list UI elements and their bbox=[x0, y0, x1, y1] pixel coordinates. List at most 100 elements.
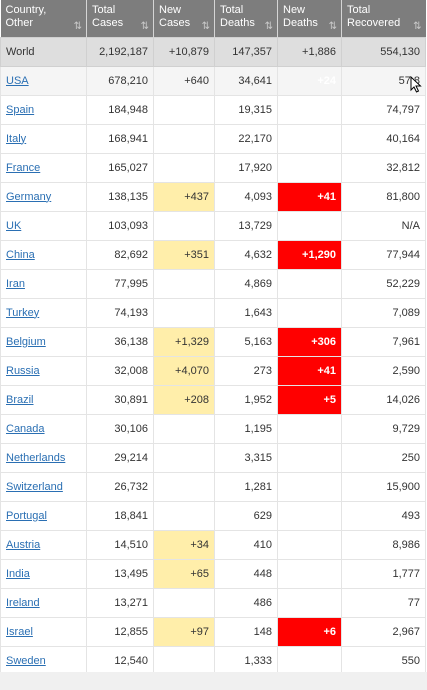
total-deaths-cell: 629 bbox=[214, 500, 278, 531]
header-total-cases[interactable]: Total Cases ⇅ bbox=[86, 0, 154, 37]
country-cell: Spain bbox=[0, 94, 87, 125]
new-deaths-cell bbox=[277, 297, 342, 328]
total-deaths-cell: 1,643 bbox=[214, 297, 278, 328]
new-cases-cell bbox=[153, 413, 215, 444]
total-deaths-cell: 1,195 bbox=[214, 413, 278, 444]
country-link[interactable]: Germany bbox=[6, 190, 52, 203]
total-recovered-cell: 7,961 bbox=[341, 326, 426, 357]
total-cases-cell: 12,855 bbox=[86, 616, 154, 647]
total-cases-cell: 32,008 bbox=[86, 355, 154, 386]
new-deaths-cell bbox=[277, 210, 342, 241]
country-link[interactable]: Switzerland bbox=[6, 480, 63, 493]
new-cases-cell bbox=[153, 297, 215, 328]
country-link[interactable]: France bbox=[6, 161, 41, 174]
new-cases-cell: +1,329 bbox=[153, 326, 215, 357]
table-row: China 82,692 +351 4,632 +1,290 77,944 bbox=[0, 239, 426, 270]
new-cases-cell: +351 bbox=[153, 239, 215, 270]
header-total-deaths[interactable]: Total Deaths ⇅ bbox=[214, 0, 278, 37]
total-deaths-cell: 1,281 bbox=[214, 471, 278, 502]
country-link[interactable]: Turkey bbox=[6, 306, 40, 319]
table-row: Ireland 13,271 486 77 bbox=[0, 587, 426, 618]
new-deaths-cell: +6 bbox=[277, 616, 342, 647]
country-link[interactable]: Spain bbox=[6, 103, 35, 116]
header-label-line2: Cases bbox=[159, 17, 191, 29]
total-cases-cell: 13,495 bbox=[86, 558, 154, 589]
total-cases-cell: 13,271 bbox=[86, 587, 154, 618]
country-link[interactable]: UK bbox=[6, 219, 22, 232]
new-deaths-cell bbox=[277, 587, 342, 618]
header-label-line1: Country, bbox=[5, 4, 47, 16]
country-link[interactable]: Netherlands bbox=[6, 451, 66, 464]
total-recovered-cell: N/A bbox=[341, 210, 426, 241]
country-link[interactable]: Canada bbox=[6, 422, 45, 435]
total-recovered-cell: 250 bbox=[341, 442, 426, 473]
sort-icon[interactable]: ⇅ bbox=[201, 20, 210, 32]
table-row: Portugal 18,841 629 493 bbox=[0, 500, 426, 531]
country-link[interactable]: Austria bbox=[6, 538, 41, 551]
country-cell: India bbox=[0, 558, 87, 589]
new-cases-cell: +97 bbox=[153, 616, 215, 647]
table-row: Sweden 12,540 1,333 550 bbox=[0, 645, 426, 676]
header-new-cases[interactable]: New Cases ⇅ bbox=[153, 0, 215, 37]
country-link[interactable]: Iran bbox=[6, 277, 25, 290]
total-deaths-cell: 13,729 bbox=[214, 210, 278, 241]
new-deaths-cell: +1,290 bbox=[277, 239, 342, 270]
sort-icon[interactable]: ⇅ bbox=[328, 20, 337, 32]
country-link[interactable]: Sweden bbox=[6, 654, 46, 667]
table-row: Iran 77,995 4,869 52,229 bbox=[0, 268, 426, 299]
total-deaths-cell: 22,170 bbox=[214, 123, 278, 154]
country-link[interactable]: India bbox=[6, 567, 30, 580]
sort-icon[interactable]: ⇅ bbox=[140, 20, 149, 32]
header-label-line2: Recovered bbox=[347, 17, 401, 29]
table-row: Austria 14,510 +34 410 8,986 bbox=[0, 529, 426, 560]
total-cases-cell: 26,732 bbox=[86, 471, 154, 502]
page-background-strip bbox=[0, 672, 427, 690]
new-cases-cell bbox=[153, 210, 215, 241]
header-new-deaths[interactable]: New Deaths ⇅ bbox=[277, 0, 342, 37]
country-cell: Netherlands bbox=[0, 442, 87, 473]
sort-icon[interactable]: ⇅ bbox=[413, 20, 422, 32]
total-deaths-cell: 4,093 bbox=[214, 181, 278, 212]
total-cases-cell: 2,192,187 bbox=[86, 36, 154, 67]
country-link[interactable]: China bbox=[6, 248, 35, 261]
total-recovered-cell: 77 bbox=[341, 587, 426, 618]
sort-icon[interactable]: ⇅ bbox=[264, 20, 273, 32]
total-cases-cell: 30,891 bbox=[86, 384, 154, 415]
total-recovered-cell: 8,986 bbox=[341, 529, 426, 560]
header-country[interactable]: Country, Other ⇅ bbox=[0, 0, 87, 37]
total-recovered-cell: 40,164 bbox=[341, 123, 426, 154]
total-recovered-cell: 77,944 bbox=[341, 239, 426, 270]
new-deaths-cell bbox=[277, 268, 342, 299]
country-link[interactable]: Ireland bbox=[6, 596, 40, 609]
new-deaths-cell bbox=[277, 94, 342, 125]
header-total-recovered[interactable]: Total Recovered ⇅ bbox=[341, 0, 426, 37]
total-deaths-cell: 1,952 bbox=[214, 384, 278, 415]
header-label-line2: Other bbox=[5, 17, 34, 29]
country-link[interactable]: Belgium bbox=[6, 335, 46, 348]
total-cases-cell: 77,995 bbox=[86, 268, 154, 299]
country-link[interactable]: USA bbox=[6, 74, 29, 87]
new-deaths-cell: +41 bbox=[277, 181, 342, 212]
new-deaths-cell bbox=[277, 413, 342, 444]
country-link[interactable]: Israel bbox=[6, 625, 33, 638]
country-cell: Israel bbox=[0, 616, 87, 647]
total-cases-cell: 30,106 bbox=[86, 413, 154, 444]
total-cases-cell: 678,210 bbox=[86, 65, 154, 96]
country-cell: Belgium bbox=[0, 326, 87, 357]
total-recovered-cell: 7,089 bbox=[341, 297, 426, 328]
new-cases-cell bbox=[153, 94, 215, 125]
total-cases-cell: 165,027 bbox=[86, 152, 154, 183]
new-cases-cell: +10,879 bbox=[153, 36, 215, 67]
table-row: Brazil 30,891 +208 1,952 +5 14,026 bbox=[0, 384, 426, 415]
country-link[interactable]: Portugal bbox=[6, 509, 47, 522]
country-cell: Sweden bbox=[0, 645, 87, 676]
total-recovered-cell: 9,729 bbox=[341, 413, 426, 444]
table-row: India 13,495 +65 448 1,777 bbox=[0, 558, 426, 589]
table-row: Canada 30,106 1,195 9,729 bbox=[0, 413, 426, 444]
country-link[interactable]: Italy bbox=[6, 132, 27, 145]
total-recovered-cell: 2,967 bbox=[341, 616, 426, 647]
sort-icon[interactable]: ⇅ bbox=[73, 20, 82, 32]
total-recovered-cell: 554,130 bbox=[341, 36, 426, 67]
country-link[interactable]: Brazil bbox=[6, 393, 34, 406]
country-link[interactable]: Russia bbox=[6, 364, 40, 377]
